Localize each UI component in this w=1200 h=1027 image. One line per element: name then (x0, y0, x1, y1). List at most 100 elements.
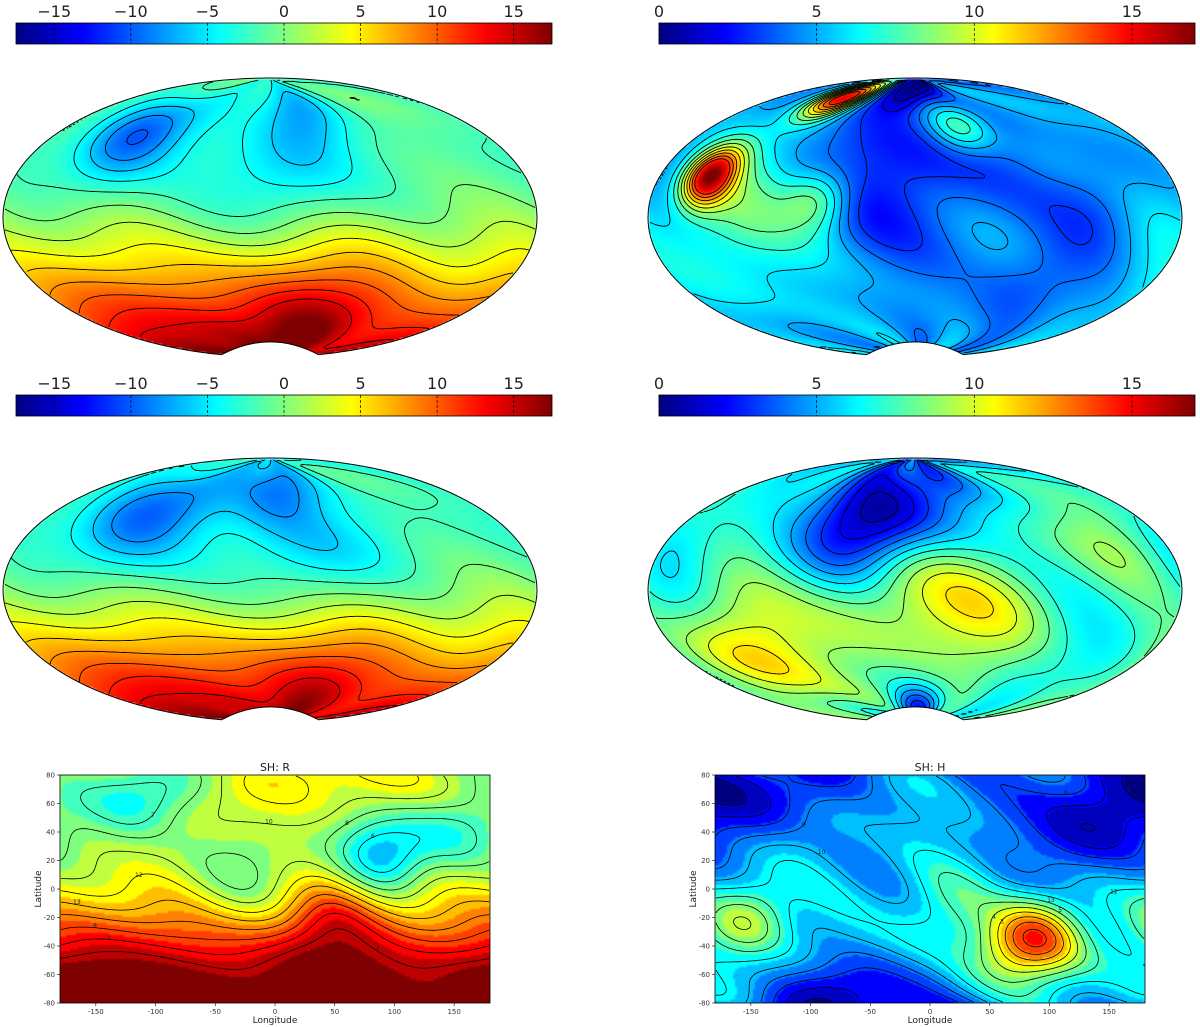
contour-line (1012, 921, 1057, 955)
y-tick-label: -60 (44, 971, 55, 979)
contour-line (49, 266, 490, 301)
contour-label: 8 (345, 820, 349, 827)
colorbar-tick-label: 0 (655, 374, 664, 393)
axis-ticks: -150 -100 -50 0 50 100 150 -80 -60 -40 -20 0 20 40 60 8… (44, 772, 461, 1017)
contour-line (649, 471, 1181, 720)
contour-line (715, 901, 1087, 983)
contour-line (689, 87, 872, 202)
y-tick-label: -80 (44, 1000, 55, 1008)
contour-line (4, 594, 536, 620)
y-tick-label: 40 (701, 829, 710, 837)
y-axis-label: Latitude (34, 870, 44, 908)
colorbar-tick-label: 0 (279, 374, 289, 393)
x-tick-label: -150 (88, 1008, 104, 1016)
colorbar-bar (658, 22, 1196, 45)
colorbar-tick-label: −15 (37, 2, 71, 21)
contour-line (715, 872, 1145, 997)
contour-line (60, 902, 490, 942)
contour-label: 14 (489, 910, 497, 917)
plot-title: SH: H (915, 761, 946, 774)
x-tick-label: 50 (985, 1008, 994, 1016)
plot-r-bottom: SH: R 6 7 8 10 12 13 14 9 5 3 -150 -100 -50 0 50 100 15… (34, 761, 497, 1026)
contour-line (78, 655, 457, 683)
contour-lines (4, 79, 536, 350)
colorbar-tick-label: −15 (37, 374, 71, 393)
contour-line (820, 459, 944, 720)
contour-line (805, 459, 963, 720)
plot-h-bottom: SH: H 7 6 8 9 10 12 135 43 -150 -100 -50 0 50 100 150… (689, 761, 1146, 1026)
contour-line (60, 928, 490, 970)
contour-line (92, 459, 339, 555)
y-tick-label: 0 (706, 886, 710, 894)
contour-line (673, 79, 971, 251)
x-tick-label: -50 (865, 1008, 876, 1016)
colorbar-tick-label: 10 (964, 2, 984, 21)
contour-line (60, 775, 490, 891)
colorbar-tick-label: 15 (1122, 2, 1142, 21)
y-tick-label: 80 (46, 772, 55, 780)
colorbar-tick-label: 10 (964, 374, 984, 393)
contour-line (715, 849, 1145, 1003)
contour-line (694, 91, 861, 195)
map-r-top (2, 77, 538, 356)
colorbar-h-top: 0 5 10 15 (655, 2, 1196, 45)
x-tick-label: 150 (447, 1008, 460, 1016)
y-tick-label: -40 (699, 943, 710, 951)
contour-lines (649, 79, 1181, 355)
contour-line (80, 782, 477, 883)
colorbar-bar (658, 394, 1196, 417)
plot-field (715, 775, 1145, 1003)
contour-label: 10 (265, 819, 273, 826)
contour-line (790, 459, 982, 720)
contour-line (70, 459, 381, 571)
map-r-mid (2, 457, 538, 721)
contour-label: 12 (1110, 888, 1118, 895)
contour-line (10, 464, 528, 585)
map-h-mid (647, 457, 1183, 721)
colorbar-tick-label: 5 (812, 2, 822, 21)
contour-line (733, 906, 1078, 973)
map-outline (2, 77, 538, 356)
contour-line (11, 615, 530, 638)
contour-line (691, 89, 867, 198)
contour-label: 13 (73, 899, 81, 906)
colorbar-tick-label: 15 (504, 2, 524, 21)
contour-line (357, 832, 421, 873)
colorbar-tick-label: −5 (196, 374, 220, 393)
contour-label: 4 (992, 914, 996, 921)
contour-line (4, 220, 536, 248)
colorbar-r-mid: −15 −10 −5 0 5 10 15 (15, 374, 553, 417)
contour-line (26, 628, 514, 654)
contour-line (894, 79, 929, 102)
contour-label: 5 (107, 934, 111, 941)
contour-line (685, 541, 1126, 695)
contour-line (655, 502, 1175, 720)
x-tick-label: 50 (330, 1008, 339, 1016)
colorbar-tick-label: 0 (279, 2, 289, 21)
x-tick-label: 0 (928, 1008, 932, 1016)
contour-label: 5 (1058, 907, 1062, 914)
contour-line (4, 97, 536, 234)
contour-label: 7 (1127, 787, 1131, 794)
y-tick-label: 20 (701, 857, 710, 865)
y-tick-label: 40 (46, 829, 55, 837)
contour-line (108, 666, 430, 701)
contour-line (26, 251, 514, 285)
y-tick-label: -40 (44, 943, 55, 951)
y-tick-label: 80 (701, 772, 710, 780)
y-tick-label: -20 (44, 914, 55, 922)
contour-line (111, 475, 300, 543)
contour-line (708, 572, 1018, 686)
map-outline (647, 77, 1183, 356)
colorbar-h-mid: 0 5 10 15 (655, 374, 1196, 417)
contour-line (732, 586, 994, 675)
colorbar-tick-label: −10 (114, 374, 148, 393)
contour-line (1004, 916, 1064, 961)
map-field (3, 458, 537, 720)
y-tick-label: 0 (51, 886, 55, 894)
contour-line (997, 911, 1071, 967)
plot-title: SH: R (260, 761, 290, 774)
colorbar-tick-label: 15 (1122, 374, 1142, 393)
map-field (3, 77, 537, 355)
x-tick-label: 0 (273, 1008, 277, 1016)
